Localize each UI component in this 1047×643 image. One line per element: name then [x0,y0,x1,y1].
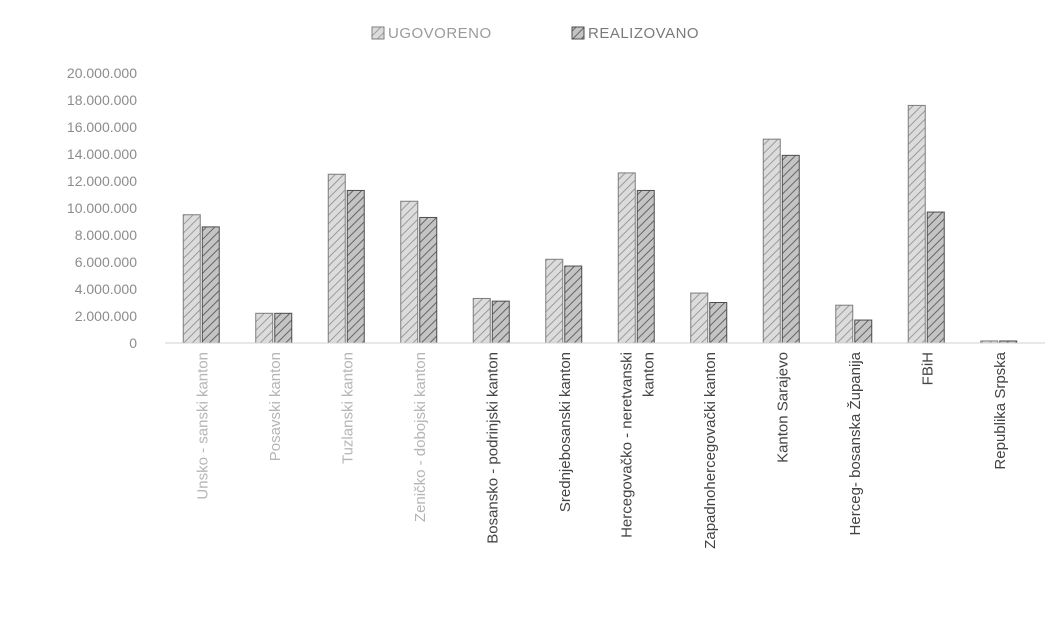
legend-swatch-2 [571,26,585,40]
bar-ugovoreno-8 [690,292,709,344]
category-label: Unsko - sanski kanton [194,352,211,500]
bar-ugovoreno-6 [545,258,564,344]
y-tick-label: 8.000.000 [75,227,137,243]
category-label: Bosansko - podrinjski kanton [484,352,501,544]
category-label: Tuzlanski kanton [339,352,356,464]
bar-realizovano-9 [781,154,800,344]
legend-swatch-1 [371,26,385,40]
bar-ugovoreno-7 [617,172,636,344]
bar-realizovano-2 [274,312,293,344]
bar-realizovano-3 [346,189,365,344]
bar-realizovano-1 [201,226,220,344]
y-tick-label: 14.000.000 [67,146,137,162]
category-label: Posavski kanton [267,352,284,461]
bar-ugovoreno-11 [907,104,926,344]
legend-label-2: REALIZOVANO [588,25,699,42]
category-label: Zeničko - dobojski kanton [412,352,429,522]
y-tick-label: 20.000.000 [67,65,137,81]
y-tick-label: 0 [129,335,137,351]
bar-realizovano-10 [854,319,873,344]
bar-ugovoreno-5 [472,297,491,344]
y-tick-label: 6.000.000 [75,254,137,270]
y-tick-label: 10.000.000 [67,200,137,216]
bars [182,104,1018,344]
bar-ugovoreno-10 [835,304,854,344]
legend: UGOVORENO REALIZOVANO [371,25,699,42]
bar-realizovano-11 [926,211,945,344]
category-label: Zapadnohercegovački kanton [702,352,719,549]
category-label: Herceg- bosanska Županija [847,351,864,535]
x-axis: Unsko - sanski kanton Posavski kanton Tuzl… [165,342,1045,549]
y-tick-label: 18.000.000 [67,92,137,108]
y-tick-label: 4.000.000 [75,281,137,297]
bar-ugovoreno-4 [400,200,419,344]
bar-realizovano-4 [419,216,438,344]
y-tick-label: 12.000.000 [67,173,137,189]
bar-ugovoreno-2 [255,312,274,344]
bar-realizovano-8 [709,302,728,344]
legend-label-1: UGOVORENO [388,25,492,42]
category-label: FBiH [919,352,936,385]
category-label: Hercegovačko - neretvanski kanton [618,352,657,538]
bar-ugovoreno-3 [327,173,346,344]
bar-ugovoreno-9 [762,138,781,344]
bar-ugovoreno-1 [182,214,201,344]
y-tick-label: 16.000.000 [67,119,137,135]
y-axis: 0 2.000.000 4.000.000 6.000.000 8.000.000 10.… [67,65,137,351]
bar-realizovano-7 [636,189,655,344]
bar-realizovano-5 [491,300,510,344]
category-label: Republika Srpska [992,351,1009,469]
bar-realizovano-6 [564,265,583,344]
category-label: Kanton Sarajevo [774,352,791,463]
category-label: Srednjebosanski kanton [557,352,574,512]
y-tick-label: 2.000.000 [75,308,137,324]
